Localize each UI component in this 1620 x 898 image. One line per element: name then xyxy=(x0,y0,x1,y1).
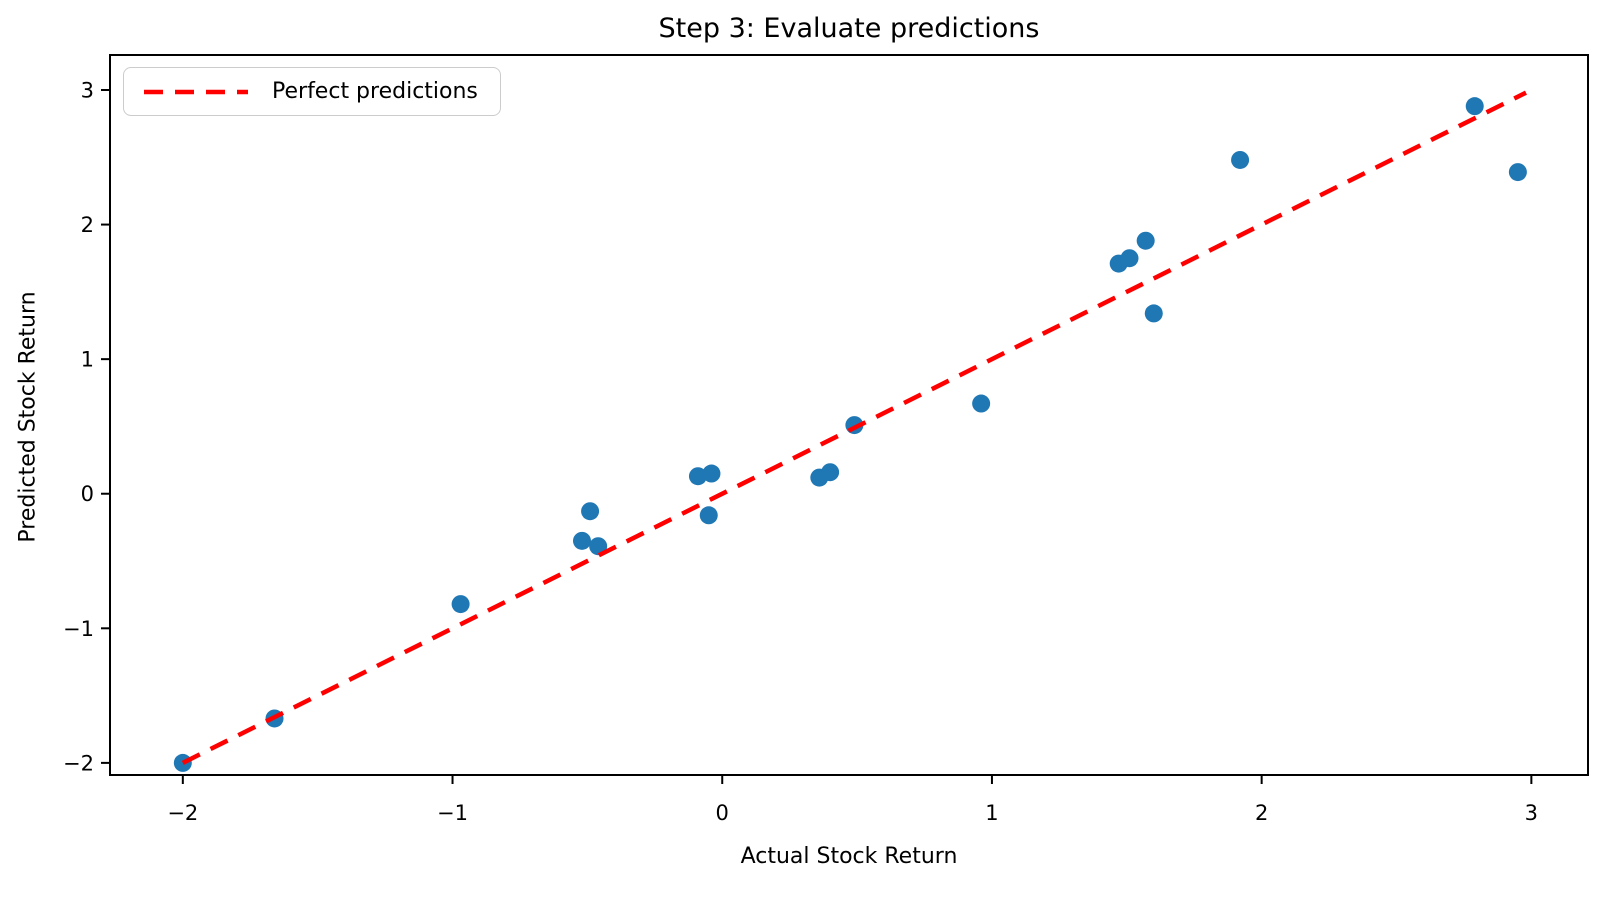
scatter-point xyxy=(1120,249,1139,268)
x-tick-label: 3 xyxy=(1525,801,1538,825)
x-tick-label: 0 xyxy=(716,801,729,825)
scatter-point xyxy=(1231,150,1250,169)
scatter-point xyxy=(572,531,591,550)
y-tick-label: −1 xyxy=(63,617,94,641)
y-tick-label: 2 xyxy=(81,213,94,237)
scatter-point xyxy=(1508,163,1527,182)
scatter-point xyxy=(688,467,707,486)
y-tick-label: 3 xyxy=(81,78,94,102)
y-tick-label: 1 xyxy=(81,348,94,372)
x-tick-label: −2 xyxy=(167,801,198,825)
y-tick-label: 0 xyxy=(81,482,94,506)
scatter-point xyxy=(702,464,721,483)
scatter-point xyxy=(451,595,470,614)
scatter-point xyxy=(581,502,600,521)
scatter-point xyxy=(1144,304,1163,323)
scatter-point xyxy=(821,463,840,482)
legend-dash-icon xyxy=(144,89,248,94)
y-tick-label: −2 xyxy=(63,751,94,775)
x-tick-label: 2 xyxy=(1255,801,1268,825)
x-tick-label: 1 xyxy=(985,801,998,825)
legend-label: Perfect predictions xyxy=(272,79,478,104)
perfect-prediction-line xyxy=(181,90,1527,765)
scatter-point xyxy=(1465,97,1484,116)
scatter-point xyxy=(1136,231,1155,250)
x-axis-label: Actual Stock Return xyxy=(740,844,958,869)
scatter-point xyxy=(972,394,991,413)
scatter-point xyxy=(699,506,718,525)
y-axis-label: Predicted Stock Return xyxy=(15,291,41,543)
axes-spines xyxy=(109,54,1589,776)
x-tick-label: −1 xyxy=(437,801,468,825)
plot-title: Step 3: Evaluate predictions xyxy=(658,13,1040,44)
scatter-point xyxy=(589,537,608,556)
legend: Perfect predictions xyxy=(123,67,501,116)
